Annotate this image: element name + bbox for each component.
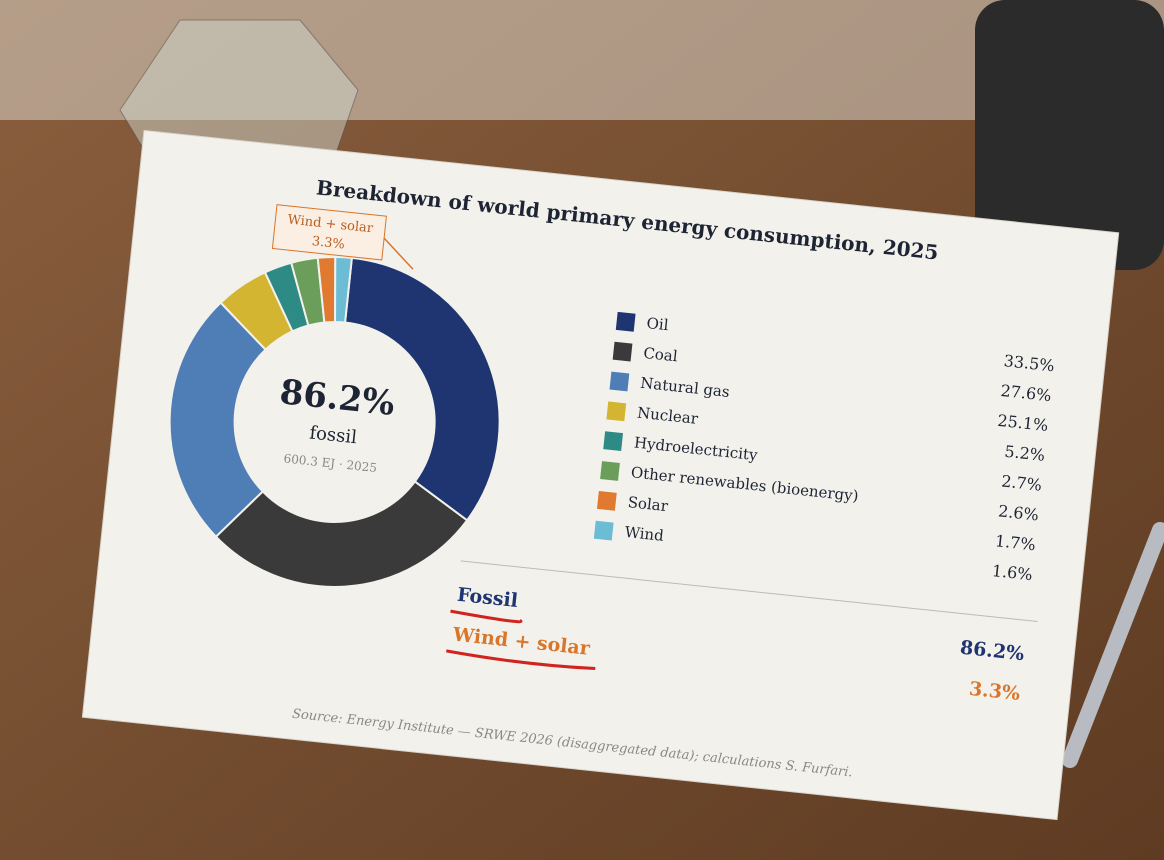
slice [334,255,353,324]
legend-swatch [600,461,620,481]
legend-swatch [612,341,633,362]
legend-swatch [615,311,636,332]
mug [975,0,1164,270]
legend-label: Wind [624,523,665,545]
legend-label: Oil [646,314,670,334]
legend-swatch [596,490,617,511]
legend-swatch [603,431,624,452]
paper: Breakdown of world primary energy consum… [81,129,1120,821]
legend-swatch [609,371,630,392]
slice [168,301,267,539]
callout-leader [383,237,414,270]
slice [343,256,501,522]
value-label: 1.6% [991,561,1033,584]
callout-value: 3.3% [311,234,345,252]
pen [1062,522,1164,768]
legend-label: Coal [643,344,679,366]
underline [450,609,523,624]
divider [460,560,1038,623]
value-label: 2.7% [1000,472,1042,495]
value-label: 1.7% [994,531,1036,554]
value-label: 5.2% [1004,442,1046,465]
slice [214,480,469,588]
legend-label: Solar [627,493,670,515]
legend-swatch [593,520,614,541]
legend-swatch [606,401,627,422]
value-label: 2.6% [997,501,1039,524]
center-label: fossil [308,422,358,448]
summary-value: 3.3% [968,678,1021,705]
underline [446,649,596,671]
